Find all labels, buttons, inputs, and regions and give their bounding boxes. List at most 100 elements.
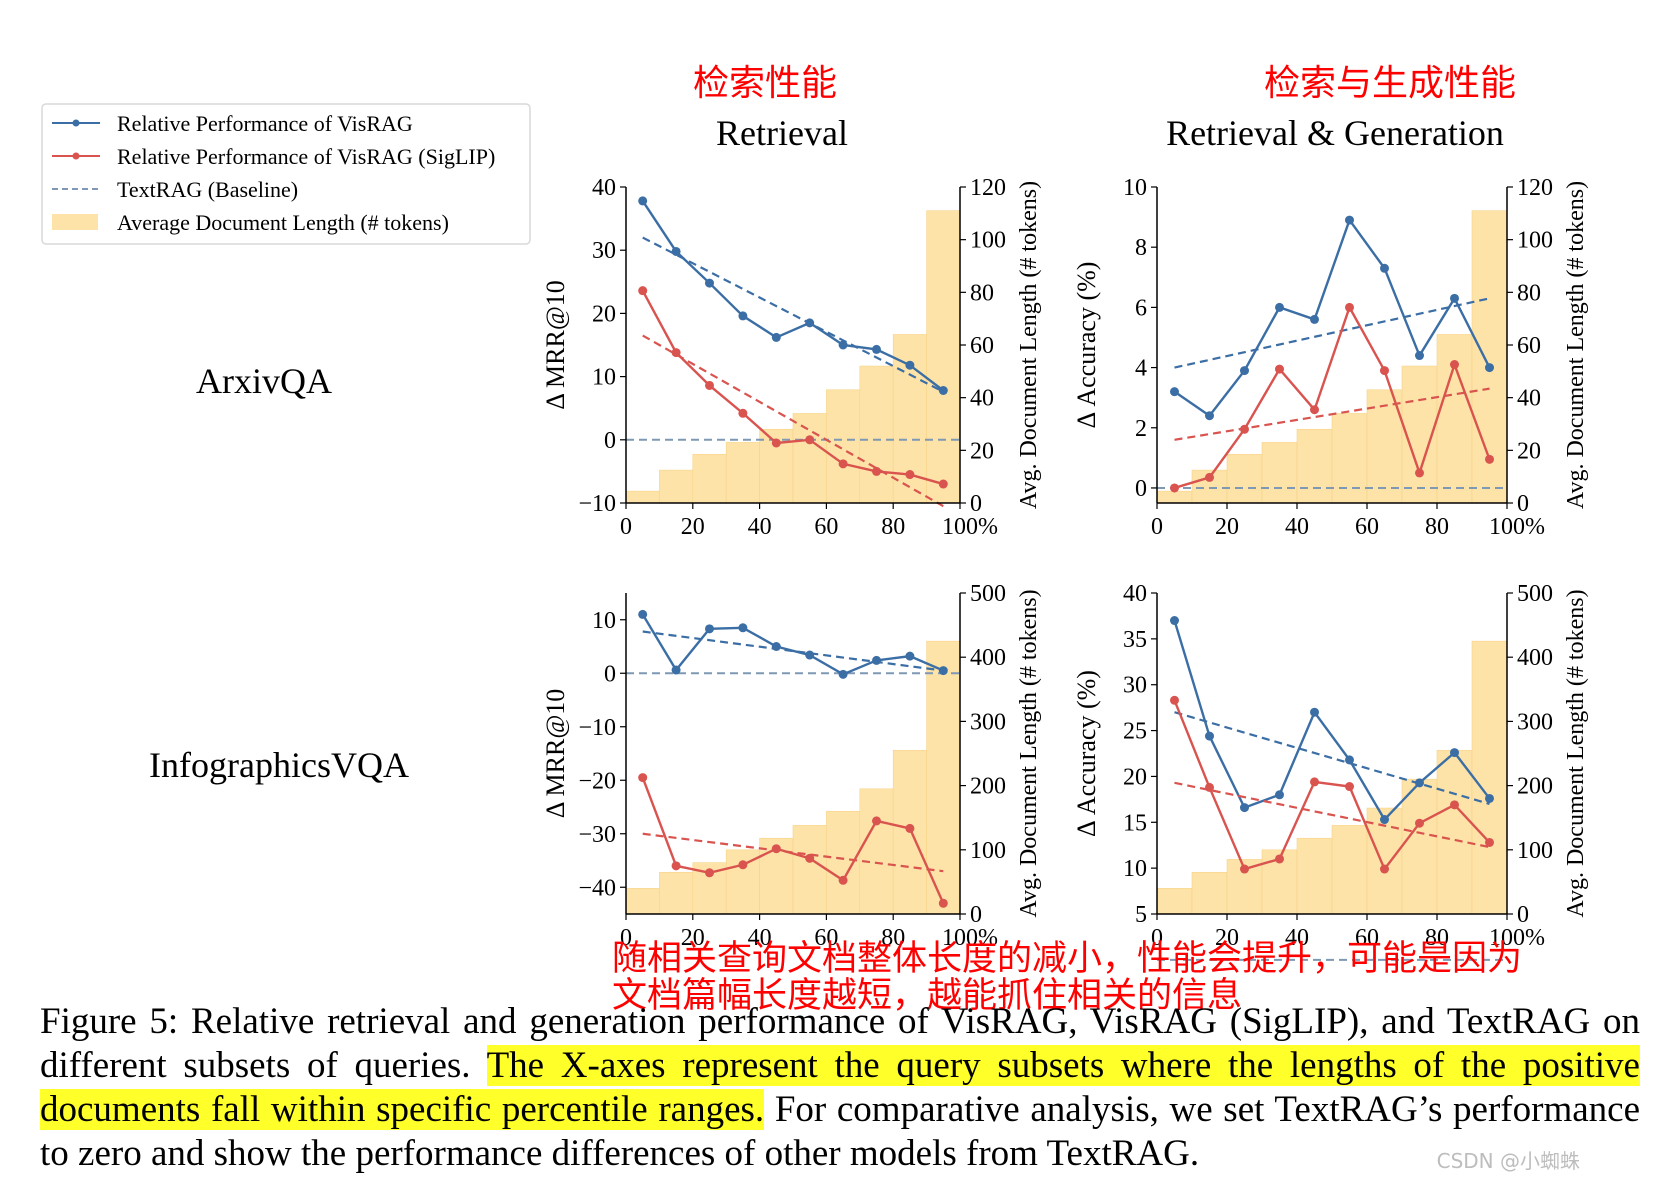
column-title-retrieval: Retrieval: [716, 113, 848, 153]
column-title-generation: Retrieval & Generation: [1166, 113, 1504, 153]
arxivqa-generation-visrag-series-line: [1173, 217, 1491, 418]
infographicsvqa-generation-ytick-label-5: 25: [1123, 719, 1147, 745]
infographicsvqa-generation-visrag-point-2: [1205, 731, 1214, 741]
infographicsvqa-retrieval-length-bar-8: [859, 788, 894, 915]
arxivqa-retrieval-xtick-label-3: 40: [748, 514, 772, 540]
arxivqa-generation-xtick-label-3: 40: [1285, 514, 1309, 540]
infographicsvqa-retrieval-visrag-point-10: [938, 666, 948, 676]
legend-bars-swatch: [52, 214, 98, 230]
infographicsvqa-generation-xtick-label-4: 60: [1355, 925, 1379, 951]
arxivqa-generation-visrag-point-2: [1205, 411, 1214, 421]
infographicsvqa-generation-y2label: Avg. Document Length (# tokens): [1563, 589, 1589, 917]
arxivqa-retrieval-ytick-label-5: 30: [592, 238, 616, 264]
arxivqa-generation-visrag-point-5: [1310, 314, 1319, 324]
infographicsvqa-generation-xtick-label-5: 80: [1425, 925, 1449, 951]
infographicsvqa-generation-siglip-point-1: [1170, 695, 1179, 705]
infographicsvqa-generation-ytick-label-1: 5: [1135, 902, 1147, 928]
arxivqa-generation-xtick-label-1: 0: [1151, 514, 1163, 540]
arxivqa-retrieval-siglip-point-2: [671, 348, 681, 358]
caption-text-2: For comparative analysis, we set TextRAG…: [40, 1089, 1640, 1174]
arxivqa-generation-siglip-series-line: [1174, 304, 1491, 490]
infographicsvqa-generation-y2tick-label-3: 200: [1517, 774, 1553, 800]
arxivqa-retrieval-siglip-point-1: [638, 286, 648, 296]
arxivqa-generation-ylabel: Δ Accuracy (%): [1072, 262, 1101, 429]
infographicsvqa-retrieval-length-bar-2: [659, 871, 694, 915]
infographicsvqa-generation-visrag-point-1: [1170, 616, 1179, 626]
infographicsvqa-retrieval-siglip-point-7: [838, 875, 848, 885]
infographicsvqa-retrieval-ytick-label-2: −30: [578, 822, 616, 848]
arxivqa-retrieval-y2tick-label-6: 100: [970, 228, 1006, 254]
infographicsvqa-retrieval-xtick-label-3: 40: [748, 925, 772, 951]
row-label-arxivqa: ArxivQA: [196, 361, 332, 401]
infographicsvqa-generation-xtick-label-3: 40: [1285, 925, 1309, 951]
infographicsvqa-retrieval-siglip-point-9: [905, 823, 915, 833]
arxivqa-generation-y2tick-label-6: 100: [1517, 228, 1553, 254]
arxivqa-retrieval-y2tick-label-2: 20: [970, 438, 994, 464]
arxivqa-generation-siglip-point-5: [1310, 405, 1319, 415]
infographicsvqa-generation-xtick-label-1: 0: [1151, 925, 1163, 951]
infographicsvqa-retrieval-visrag-trend-line: [642, 630, 944, 672]
infographicsvqa-retrieval-siglip-point-5: [771, 844, 781, 854]
retrieval-annotation: 检索性能: [693, 63, 837, 104]
legend: Relative Performance of VisRAG Relative …: [41, 103, 531, 245]
arxivqa-retrieval-siglip-point-6: [805, 435, 815, 445]
arxivqa-generation-length-bar-10: [1471, 210, 1508, 504]
infographicsvqa-retrieval-siglip-point-3: [705, 868, 714, 878]
arxivqa-generation-y2tick-label-1: 0: [1517, 491, 1529, 517]
infographicsvqa-generation-length-bar-2: [1191, 871, 1228, 915]
arxivqa-retrieval-y2tick-label-5: 80: [970, 280, 994, 306]
arxivqa-retrieval-visrag-point-6: [805, 318, 815, 328]
infographicsvqa-generation-y2tick-label-5: 400: [1517, 645, 1553, 671]
infographicsvqa-generation-siglip-point-6: [1345, 782, 1354, 792]
arxivqa-generation-siglip-point-9: [1450, 360, 1459, 370]
infographicsvqa-generation-y2tick-label-1: 0: [1517, 902, 1529, 928]
arxivqa-retrieval-xtick-label-2: 20: [681, 514, 705, 540]
arxivqa-generation-y2tick-label-3: 40: [1517, 386, 1541, 412]
infographicsvqa-generation-length-bar-8: [1401, 778, 1438, 915]
infographicsvqa-generation-length-bar-6: [1331, 825, 1368, 915]
arxivqa-generation-siglip-point-3: [1240, 424, 1249, 434]
note-annotation-line1: 随相关查询文档整体长度的减小，性能会提升，可能是因为: [612, 939, 1522, 979]
infographicsvqa-generation-xtick-label-2: 20: [1215, 925, 1239, 951]
arxivqa-retrieval-siglip-point-8: [872, 466, 881, 476]
arxivqa-generation-length-bar-5: [1296, 428, 1333, 504]
infographicsvqa-retrieval-siglip-trend-line: [642, 832, 944, 873]
infographicsvqa-retrieval-visrag-point-2: [671, 665, 681, 675]
infographicsvqa-generation-visrag-point-4: [1275, 790, 1284, 800]
arxivqa-generation-length-bar-9: [1436, 334, 1473, 504]
arxivqa-generation-visrag-point-8: [1415, 351, 1424, 361]
infographicsvqa-retrieval-visrag-point-7: [838, 669, 848, 679]
arxivqa-retrieval-ytick-label-3: 10: [592, 365, 616, 391]
arxivqa-generation-ytick-label-2: 2: [1135, 416, 1147, 442]
infographicsvqa-retrieval-ytick-label-4: −10: [578, 715, 616, 741]
infographicsvqa-generation-siglip-point-2: [1205, 782, 1214, 792]
arxivqa-generation-xtick-label-2: 20: [1215, 514, 1239, 540]
arxivqa-retrieval-length-bar-3: [692, 453, 727, 504]
arxivqa-generation-visrag-point-7: [1380, 263, 1389, 273]
arxivqa-retrieval-xtick-label-5: 80: [881, 514, 905, 540]
legend-frame: [41, 103, 531, 245]
infographicsvqa-generation-siglip-point-8: [1415, 818, 1424, 828]
arxivqa-generation-siglip-point-2: [1205, 472, 1214, 482]
infographicsvqa-retrieval-visrag-point-3: [705, 624, 714, 634]
arxivqa-retrieval-y2tick-label-4: 60: [970, 333, 994, 359]
arxivqa-retrieval-visrag-point-8: [872, 344, 881, 354]
arxivqa-retrieval-siglip-point-4: [738, 408, 748, 418]
arxivqa-retrieval-visrag-point-2: [671, 246, 681, 256]
arxivqa-generation-ytick-label-5: 8: [1135, 235, 1147, 261]
infographicsvqa-retrieval-length-bar-10: [926, 640, 961, 915]
arxivqa-retrieval-y2tick-label-3: 40: [970, 386, 994, 412]
infographicsvqa-retrieval-ytick-label-6: 10: [592, 608, 616, 634]
arxivqa-retrieval-visrag-point-9: [905, 360, 915, 370]
arxivqa-retrieval-y2tick-label-1: 0: [970, 491, 982, 517]
generation-annotation: 检索与生成性能: [1264, 63, 1516, 104]
infographicsvqa-generation-siglip-point-5: [1310, 777, 1319, 787]
infographicsvqa-retrieval-visrag-series-line: [641, 613, 944, 676]
infographicsvqa-retrieval-visrag-point-5: [771, 642, 781, 651]
arxivqa-generation-siglip-point-1: [1170, 483, 1179, 493]
infographicsvqa-retrieval-length-bar-1: [625, 888, 660, 915]
infographicsvqa-retrieval-y2label: Avg. Document Length (# tokens): [1016, 589, 1042, 917]
arxivqa-generation-siglip-point-10: [1485, 454, 1494, 464]
arxivqa-generation-y2tick-label-2: 20: [1517, 438, 1541, 464]
